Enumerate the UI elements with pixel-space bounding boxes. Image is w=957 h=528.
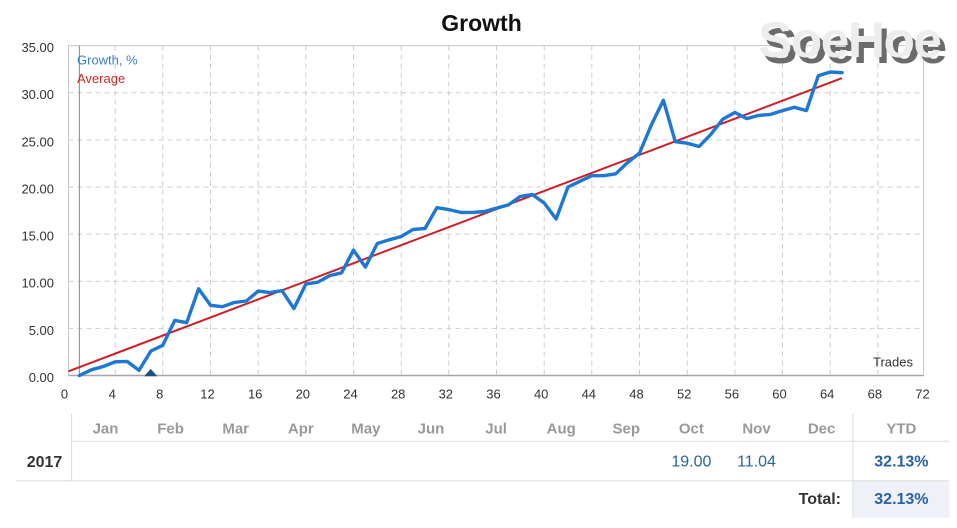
svg-text:32: 32: [439, 387, 453, 402]
svg-text:Mar: Mar: [222, 421, 249, 438]
svg-text:20: 20: [296, 387, 310, 402]
svg-text:10.00: 10.00: [21, 276, 54, 291]
svg-text:Aug: Aug: [547, 421, 576, 438]
svg-text:Jan: Jan: [93, 421, 119, 438]
svg-text:64: 64: [820, 387, 834, 402]
svg-text:16: 16: [248, 387, 262, 402]
svg-text:35.00: 35.00: [21, 40, 54, 55]
svg-text:Oct: Oct: [679, 421, 704, 438]
svg-text:Total:: Total:: [799, 491, 841, 508]
svg-text:44: 44: [582, 387, 596, 402]
svg-text:40: 40: [534, 387, 548, 402]
svg-text:48: 48: [629, 387, 643, 402]
svg-text:May: May: [351, 421, 381, 438]
svg-text:15.00: 15.00: [21, 229, 54, 244]
svg-text:28: 28: [391, 387, 405, 402]
svg-text:52: 52: [677, 387, 691, 402]
svg-text:32.13%: 32.13%: [874, 454, 928, 471]
svg-text:Average: Average: [77, 71, 125, 86]
svg-text:Nov: Nov: [742, 421, 771, 438]
svg-text:60: 60: [772, 387, 786, 402]
svg-text:20.00: 20.00: [21, 182, 54, 197]
svg-text:68: 68: [868, 387, 882, 402]
svg-text:11.04: 11.04: [737, 454, 776, 471]
svg-text:36: 36: [486, 387, 500, 402]
svg-text:25.00: 25.00: [21, 134, 54, 149]
svg-text:Growth, %: Growth, %: [77, 53, 138, 68]
svg-text:Feb: Feb: [157, 421, 184, 438]
svg-text:4: 4: [109, 387, 116, 402]
svg-text:0.00: 0.00: [29, 370, 54, 385]
svg-text:YTD: YTD: [886, 421, 916, 438]
svg-text:12: 12: [200, 387, 214, 402]
svg-text:Apr: Apr: [288, 421, 314, 438]
svg-text:Jun: Jun: [418, 421, 445, 438]
svg-text:Dec: Dec: [808, 421, 836, 438]
svg-text:0: 0: [61, 387, 68, 402]
svg-text:19.00: 19.00: [671, 454, 711, 471]
svg-text:Jul: Jul: [485, 421, 507, 438]
svg-text:56: 56: [725, 387, 739, 402]
svg-text:32.13%: 32.13%: [874, 491, 928, 508]
svg-text:Trades: Trades: [873, 355, 913, 370]
svg-text:72: 72: [915, 387, 929, 402]
svg-text:30.00: 30.00: [21, 87, 54, 102]
svg-text:5.00: 5.00: [29, 323, 54, 338]
svg-text:8: 8: [156, 387, 163, 402]
svg-text:24: 24: [343, 387, 357, 402]
svg-text:2017: 2017: [27, 454, 63, 471]
svg-text:Sep: Sep: [613, 421, 641, 438]
